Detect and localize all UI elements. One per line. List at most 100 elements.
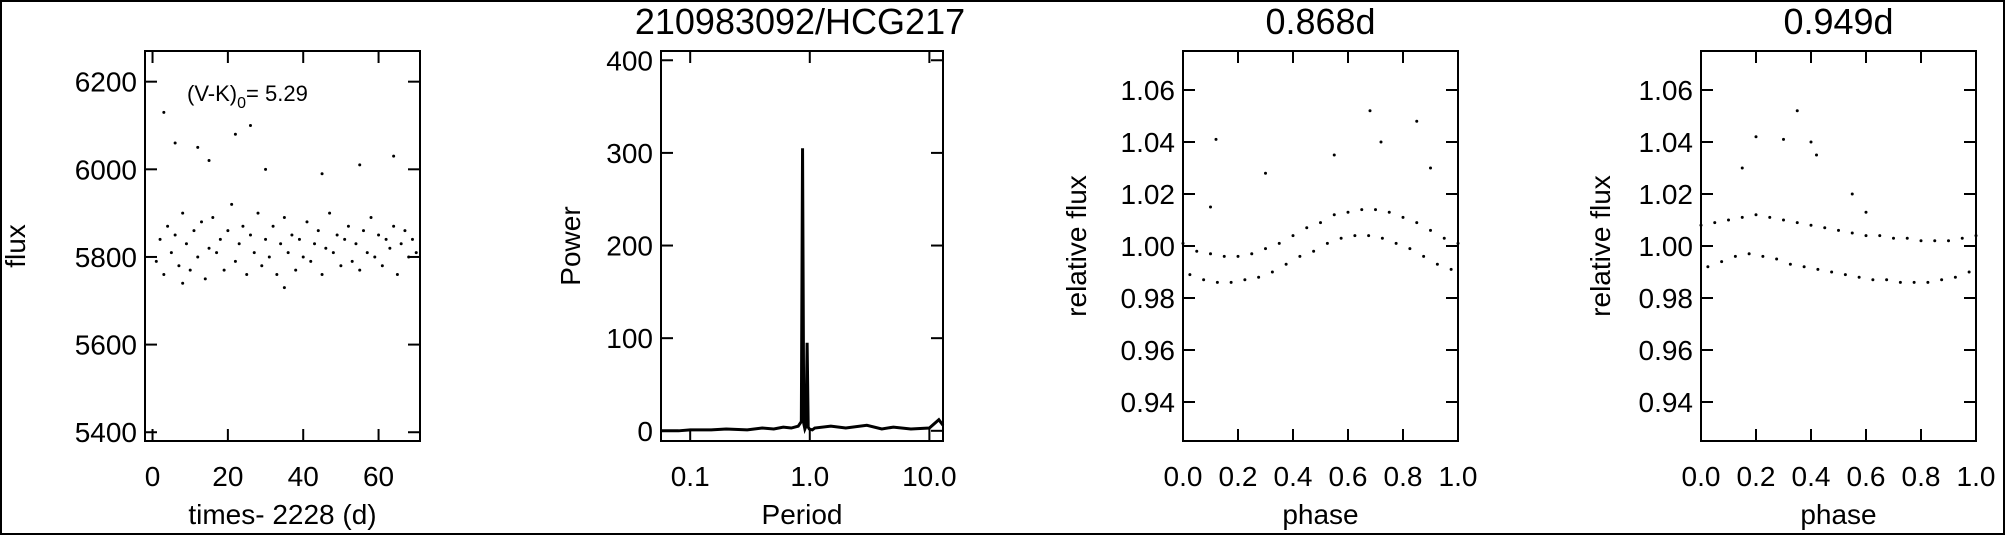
data-point xyxy=(233,132,237,136)
data-point xyxy=(1795,221,1799,225)
data-point xyxy=(1809,140,1813,144)
data-point xyxy=(1809,223,1813,227)
data-point xyxy=(1871,278,1875,282)
data-point xyxy=(1429,228,1432,232)
data-point xyxy=(1699,223,1703,227)
data-point xyxy=(1815,153,1818,157)
data-point xyxy=(1353,234,1357,238)
y-tick-label: 1.04 xyxy=(1121,127,1176,158)
x-tick-label: 0.6 xyxy=(1329,461,1368,492)
data-point xyxy=(1740,166,1744,170)
data-point xyxy=(1305,226,1309,230)
data-point xyxy=(1368,109,1372,113)
x-tick-label: 0.8 xyxy=(1384,461,1423,492)
data-point xyxy=(358,163,362,167)
data-point xyxy=(407,255,411,259)
y-tick-label: 0.96 xyxy=(1639,335,1694,366)
data-point xyxy=(286,251,290,255)
data-point xyxy=(1408,247,1412,251)
data-point xyxy=(264,237,268,241)
y-tick-label: 6000 xyxy=(75,154,137,185)
data-point xyxy=(1864,210,1868,214)
y-tick-label: 1.06 xyxy=(1639,75,1694,106)
data-point xyxy=(1802,265,1806,269)
y-axis-label: Power xyxy=(555,206,586,285)
data-point xyxy=(301,255,305,259)
data-point xyxy=(324,246,328,250)
data-point xyxy=(354,242,358,246)
data-point xyxy=(248,233,252,237)
data-point xyxy=(305,220,309,224)
data-point xyxy=(1243,278,1247,282)
data-point xyxy=(1222,254,1226,258)
x-tick-label: 0.2 xyxy=(1219,461,1258,492)
data-point xyxy=(358,268,362,272)
data-point xyxy=(1830,270,1834,274)
data-point xyxy=(1209,252,1212,256)
data-point xyxy=(1415,221,1419,225)
data-point xyxy=(1912,280,1916,284)
y-tick-label: 0.94 xyxy=(1639,387,1694,418)
panel-title: 0.868d xyxy=(1265,1,1375,42)
data-point xyxy=(1367,234,1371,238)
data-point xyxy=(162,110,166,114)
data-point xyxy=(1974,234,1978,238)
y-tick-label: 1.00 xyxy=(1639,231,1694,262)
data-point xyxy=(361,229,365,233)
data-point xyxy=(320,272,324,276)
data-point xyxy=(1850,231,1854,235)
data-point xyxy=(369,216,373,220)
x-axis-label: phase xyxy=(1282,499,1358,530)
data-point xyxy=(1415,119,1419,123)
data-point xyxy=(267,255,271,259)
data-point xyxy=(1387,210,1391,214)
plot-frame xyxy=(144,50,421,442)
data-point xyxy=(1181,241,1185,245)
data-point xyxy=(1747,252,1751,256)
data-point xyxy=(158,237,162,241)
data-point xyxy=(245,272,249,276)
data-point xyxy=(1740,215,1744,219)
data-point xyxy=(1325,241,1329,245)
y-tick-label: 1.04 xyxy=(1639,127,1694,158)
data-point xyxy=(346,224,350,228)
y-axis-label: flux xyxy=(0,224,31,268)
y-axis-label: relative flux xyxy=(1061,175,1092,317)
data-point xyxy=(1947,239,1950,243)
y-tick-label: 0.98 xyxy=(1639,283,1694,314)
data-point xyxy=(1298,254,1302,258)
data-point xyxy=(1782,218,1785,222)
data-point xyxy=(392,224,396,228)
data-point xyxy=(313,242,317,246)
data-point xyxy=(222,268,226,272)
y-tick-label: 1.02 xyxy=(1121,179,1176,210)
data-point xyxy=(1885,278,1889,282)
x-tick-label: 0.2 xyxy=(1737,461,1776,492)
data-point xyxy=(1250,252,1254,256)
data-point xyxy=(1816,267,1820,271)
data-point xyxy=(260,264,264,268)
data-point xyxy=(173,233,177,237)
x-tick-label: 1.0 xyxy=(1439,461,1478,492)
data-point xyxy=(1720,260,1724,264)
data-point xyxy=(1733,254,1737,258)
x-tick-label: 0.6 xyxy=(1847,461,1886,492)
annotation-text: = 5.29 xyxy=(246,81,308,106)
y-tick-label: 5600 xyxy=(75,330,137,361)
data-point xyxy=(350,259,354,263)
y-tick-label: 1.02 xyxy=(1639,179,1694,210)
data-point xyxy=(1284,262,1288,266)
data-point xyxy=(1277,241,1281,245)
data-point xyxy=(256,211,260,215)
plot-frame xyxy=(1182,50,1459,442)
data-point xyxy=(1837,228,1840,232)
x-tick-label: 0.4 xyxy=(1274,461,1313,492)
panel-title: 210983092/HCG217 xyxy=(635,1,965,42)
data-point xyxy=(192,229,196,233)
data-point xyxy=(1394,241,1398,245)
data-point xyxy=(218,237,222,241)
data-point xyxy=(1843,273,1847,277)
x-tick-label: 40 xyxy=(288,461,319,492)
